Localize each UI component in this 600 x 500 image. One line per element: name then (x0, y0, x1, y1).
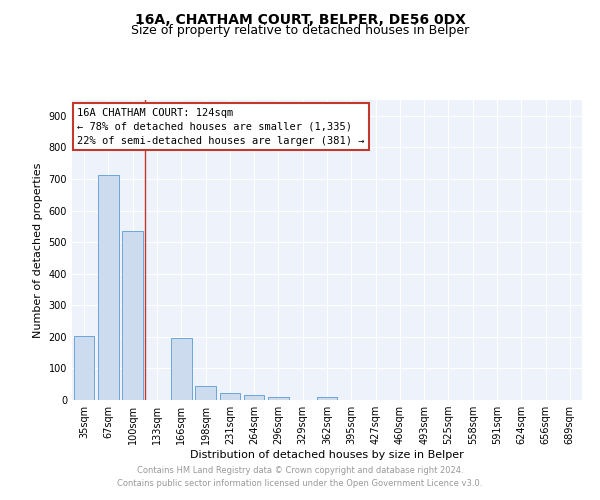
Bar (220, 394, 240, 400)
Y-axis label: Number of detached properties: Number of detached properties (33, 162, 43, 338)
Bar (171, 338, 191, 400)
Text: Size of property relative to detached houses in Belper: Size of property relative to detached ho… (131, 24, 469, 37)
X-axis label: Distribution of detached houses by size in Belper: Distribution of detached houses by size … (190, 450, 464, 460)
Text: Contains HM Land Registry data © Crown copyright and database right 2024.
Contai: Contains HM Land Registry data © Crown c… (118, 466, 482, 487)
Bar (98, 174, 119, 400)
Bar (195, 386, 216, 400)
Bar (317, 397, 337, 400)
Bar (244, 396, 265, 400)
Text: 16A CHATHAM COURT: 124sqm
← 78% of detached houses are smaller (1,335)
22% of se: 16A CHATHAM COURT: 124sqm ← 78% of detac… (77, 108, 365, 146)
Bar (74, 336, 94, 400)
Bar (268, 396, 289, 400)
Bar (122, 230, 143, 400)
Text: 16A, CHATHAM COURT, BELPER, DE56 0DX: 16A, CHATHAM COURT, BELPER, DE56 0DX (134, 12, 466, 26)
